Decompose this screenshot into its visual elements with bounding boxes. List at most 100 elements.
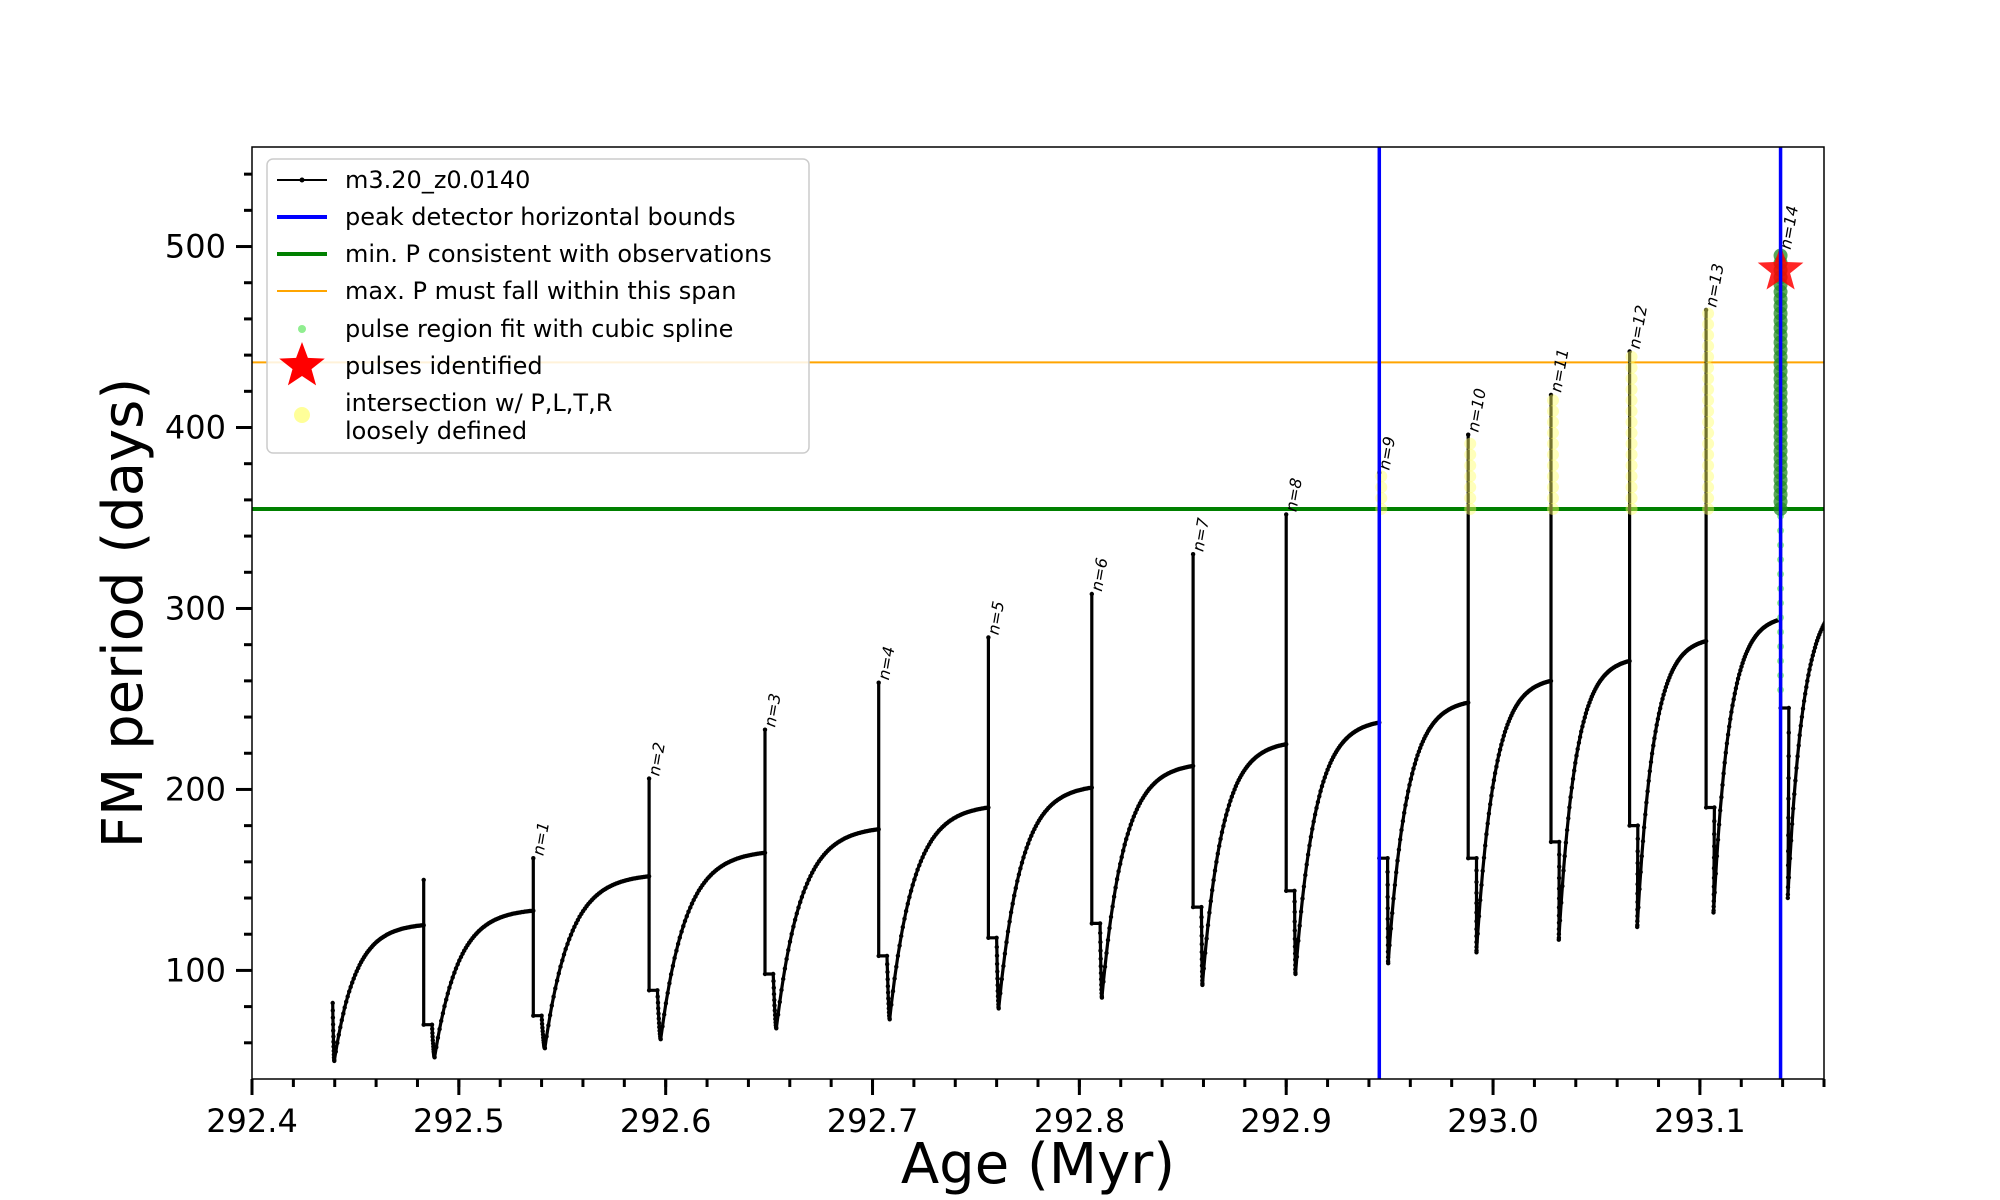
x-tick-label: 292.7: [827, 1102, 919, 1140]
curve-point: [1655, 716, 1661, 722]
curve-point: [779, 987, 784, 993]
curve-point: [1497, 747, 1503, 752]
curve-point: [784, 956, 789, 962]
intersection-marker: [1702, 307, 1715, 320]
curve-point: [568, 932, 574, 937]
curve-point: [1415, 753, 1420, 758]
curve-point: [1584, 707, 1590, 712]
curve-point: [1385, 882, 1390, 887]
curve-point: [351, 976, 356, 981]
curve-point: [1466, 432, 1471, 437]
curve-point: [885, 990, 891, 995]
curve-point: [544, 1034, 549, 1039]
pulse-label: n=1: [529, 820, 554, 857]
curve-point: [886, 1010, 892, 1015]
curve-point: [1314, 805, 1319, 811]
curve-point: [986, 805, 991, 810]
curve-point: [1785, 863, 1791, 868]
curve-point: [1635, 823, 1641, 828]
curve-point: [907, 894, 912, 900]
curve-point: [341, 1011, 346, 1016]
curve-point: [1806, 672, 1811, 678]
curve-point: [646, 874, 652, 879]
curve-point: [1811, 649, 1817, 654]
curve-point: [887, 1017, 892, 1022]
curve-point: [803, 885, 808, 890]
legend-label: min. P consistent with observations: [345, 240, 772, 268]
curve-point: [1504, 725, 1509, 731]
y-axis-title: FM period (days): [91, 378, 156, 848]
curve-point: [1835, 606, 1839, 610]
curve-point: [890, 989, 896, 994]
curve-point: [1284, 512, 1289, 517]
curve-point: [1837, 604, 1841, 608]
curve-point: [1786, 833, 1791, 838]
curve-point: [1127, 826, 1132, 832]
pulse-label: n=12: [1625, 304, 1651, 351]
curve-point: [1133, 810, 1138, 815]
curve-point: [1305, 852, 1311, 857]
curve-point: [918, 859, 924, 864]
curve-point: [1635, 924, 1640, 930]
curve-point: [1199, 957, 1205, 962]
curve-point: [551, 994, 556, 999]
curve-point: [1008, 910, 1014, 915]
curve-point: [1846, 600, 1850, 604]
curve-point: [1026, 841, 1031, 846]
curve-point: [1569, 785, 1575, 790]
curve-point: [331, 1028, 336, 1033]
curve-point: [1636, 905, 1641, 910]
curve-point: [771, 978, 776, 984]
curve-point: [772, 997, 777, 1003]
curve-point: [1474, 950, 1479, 955]
curve-point: [1386, 961, 1391, 966]
curve-point: [1649, 751, 1655, 756]
curve-point: [1215, 851, 1221, 856]
curve-point: [1502, 729, 1508, 734]
curve-point: [899, 933, 904, 939]
curve-point: [1785, 892, 1791, 897]
curve-point: [1491, 778, 1497, 783]
intersection-marker: [1464, 492, 1477, 505]
curve-point: [772, 1008, 777, 1013]
curve-point: [1190, 904, 1196, 910]
curve-point: [574, 921, 579, 926]
curve-point: [1301, 884, 1307, 889]
curve-point: [333, 1049, 338, 1054]
curve-point: [1403, 802, 1408, 808]
curve-point: [1653, 729, 1658, 734]
curve-point: [1795, 754, 1800, 759]
curve-point: [1734, 681, 1740, 686]
curve-point: [1395, 858, 1400, 863]
intersection-marker: [1546, 416, 1559, 429]
curve-point: [1556, 875, 1562, 881]
curve-point: [1794, 765, 1799, 771]
curve-point: [1474, 939, 1479, 945]
curve-point: [1219, 830, 1225, 835]
curve-point: [1402, 810, 1407, 815]
curve-point: [1474, 868, 1479, 873]
curve-point: [1489, 793, 1494, 798]
curve-point: [686, 909, 691, 914]
curve-point: [1293, 971, 1298, 977]
curve-point: [1716, 822, 1722, 827]
curve-point: [996, 1006, 1001, 1011]
curve-point: [1703, 307, 1709, 313]
curve-point: [787, 939, 793, 944]
curve-point: [1583, 711, 1589, 716]
intersection-marker: [1702, 416, 1715, 429]
curve-point: [986, 635, 991, 640]
curve-point: [1827, 614, 1831, 618]
pulse-label: n=10: [1463, 387, 1489, 434]
curve-point: [1712, 831, 1717, 837]
curve-point: [1214, 859, 1219, 865]
curve-point: [1466, 856, 1471, 861]
curve-point: [570, 928, 575, 933]
curve-point: [1199, 949, 1205, 955]
legend-box: [266, 158, 810, 454]
curve-point: [1385, 906, 1391, 911]
curve-point: [1786, 753, 1791, 759]
curve-point: [1711, 898, 1717, 904]
curve-point: [1654, 722, 1659, 728]
